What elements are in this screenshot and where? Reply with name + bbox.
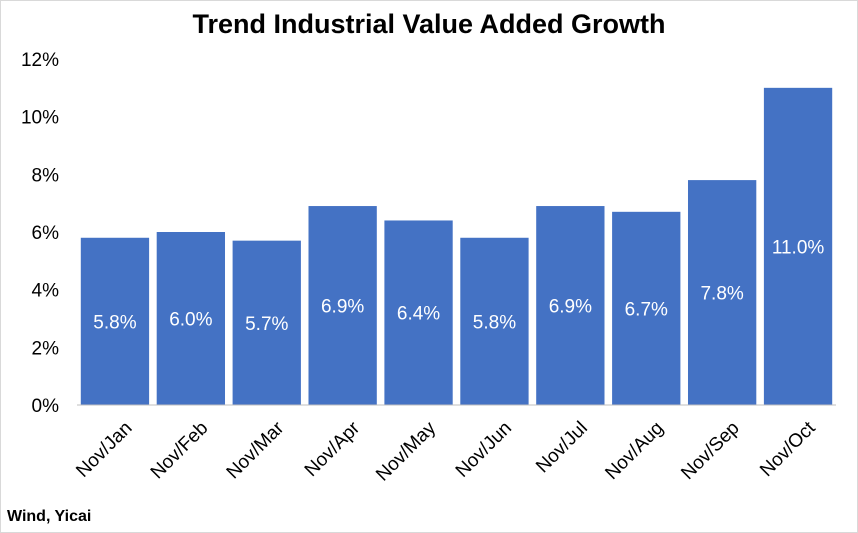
x-tick-label: Nov/Jul	[532, 418, 592, 478]
x-tick-label: Nov/Oct	[756, 417, 820, 481]
bar	[612, 211, 681, 405]
data-label: 6.0%	[169, 310, 212, 331]
y-tick-label: 6%	[32, 223, 60, 244]
y-tick-label: 12%	[21, 50, 59, 71]
x-tick-label: Nov/Feb	[147, 418, 213, 484]
x-tick-label: Nov/Jun	[452, 418, 516, 482]
x-tick-label: Nov/May	[372, 417, 440, 485]
y-tick-label: 8%	[32, 165, 60, 186]
y-tick-label: 0%	[32, 396, 60, 417]
bar	[536, 206, 605, 405]
x-tick-label: Nov/Sep	[677, 418, 743, 484]
data-label: 6.4%	[397, 304, 440, 325]
bar	[156, 232, 226, 405]
source-note: Wind, Yicai	[7, 508, 92, 525]
x-tick-label: Nov/Mar	[223, 417, 289, 483]
bar	[687, 180, 757, 405]
y-tick-label: 4%	[32, 281, 60, 302]
bar	[308, 206, 377, 405]
bar	[80, 237, 150, 405]
data-label: 5.7%	[245, 314, 288, 335]
chart-title: Trend Industrial Value Added Growth	[192, 9, 666, 39]
bar	[763, 87, 833, 405]
data-label: 6.9%	[549, 297, 592, 318]
x-tick-label: Nov/Jan	[72, 418, 136, 482]
data-label: 6.9%	[321, 297, 364, 318]
x-tick-label: Nov/Apr	[301, 417, 365, 481]
y-tick-label: 10%	[21, 108, 59, 129]
data-label: 5.8%	[93, 312, 136, 333]
x-tick-label: Nov/Aug	[601, 418, 667, 484]
data-label: 11.0%	[772, 237, 825, 258]
bar	[384, 220, 453, 405]
bar	[460, 237, 529, 405]
y-tick-label: 2%	[32, 338, 60, 359]
bar	[232, 240, 301, 405]
data-label: 7.8%	[700, 284, 743, 305]
data-label: 6.7%	[625, 299, 668, 320]
data-label: 5.8%	[473, 312, 516, 333]
